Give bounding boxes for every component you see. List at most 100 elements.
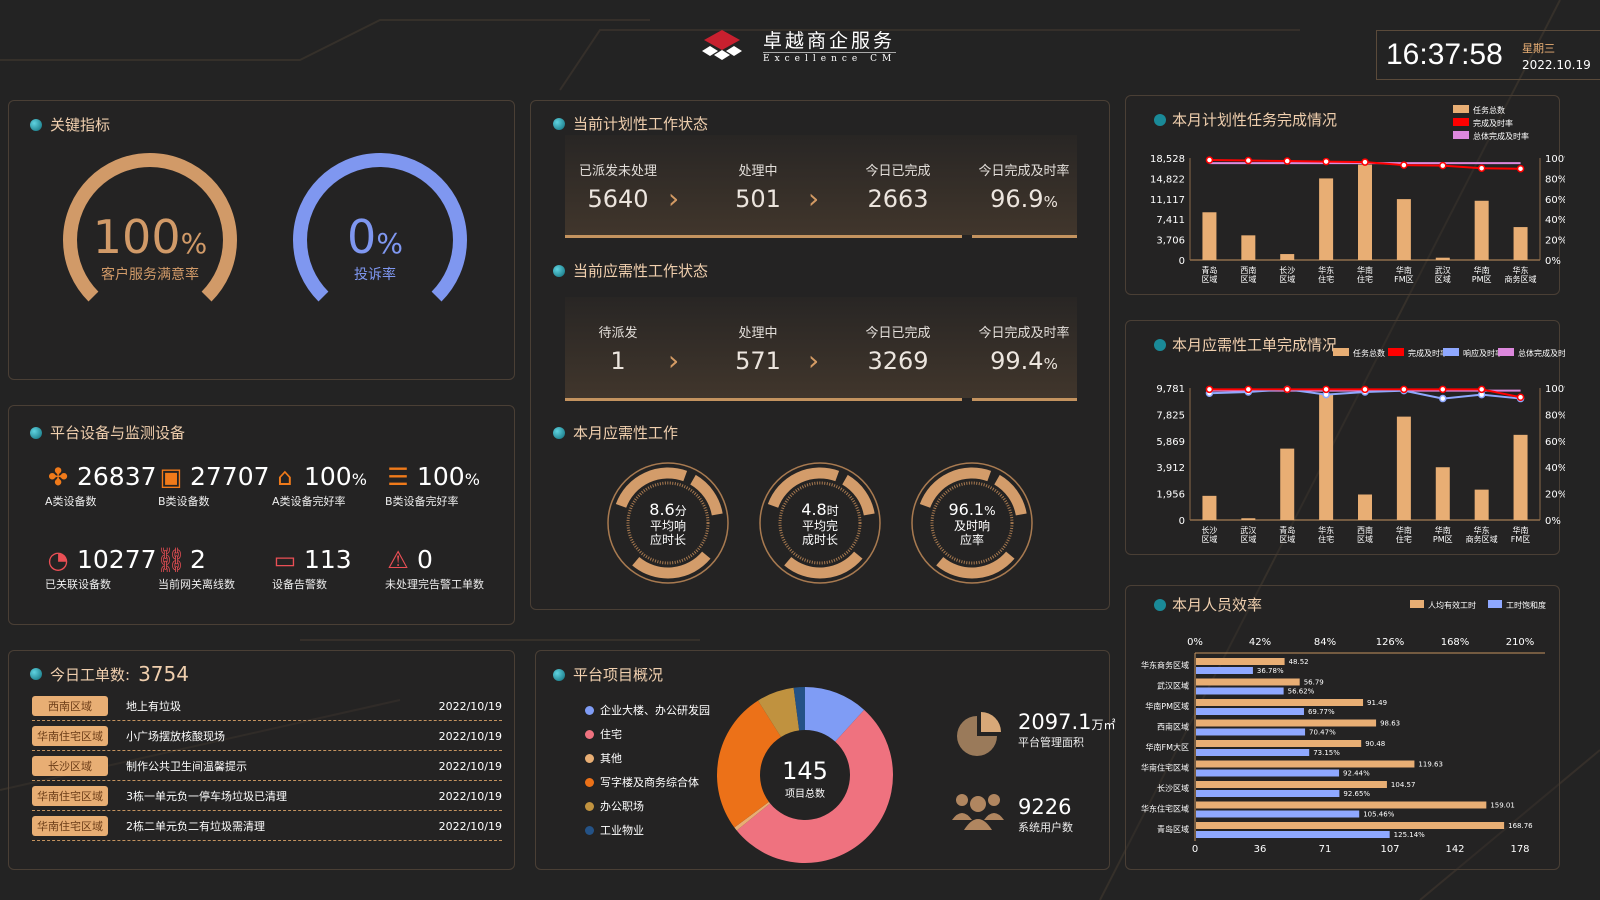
line-point[interactable] (1477, 385, 1486, 394)
bar[interactable] (1358, 164, 1372, 260)
bar[interactable] (1196, 740, 1362, 747)
legend-item[interactable]: 写字楼及商务综合体 (585, 774, 710, 790)
work-order-row[interactable]: 西南区域 地上有垃圾 2022/10/19 (32, 692, 502, 721)
bar[interactable] (1358, 494, 1372, 520)
legend-dot (585, 729, 594, 739)
bar[interactable] (1196, 801, 1487, 809)
bar[interactable] (1474, 489, 1489, 520)
line-point[interactable] (1439, 161, 1447, 170)
donut-slice[interactable] (758, 687, 800, 737)
bar[interactable] (1196, 769, 1340, 777)
bar[interactable] (1196, 790, 1340, 797)
bar[interactable] (1202, 212, 1217, 260)
broken-link-icon: ⛓ (155, 545, 187, 574)
x-tick-label: 华南 PM区 (1472, 265, 1492, 284)
line-point[interactable] (1400, 385, 1408, 394)
bottom-tick-label: 142 (1445, 844, 1464, 855)
line-point[interactable] (1516, 393, 1525, 401)
devices-title: 平台设备与监测设备 (30, 422, 185, 443)
donut-slice[interactable] (717, 700, 781, 828)
line-point[interactable] (1244, 156, 1253, 165)
bar[interactable] (1196, 749, 1310, 756)
chevron-right-icon: › (668, 182, 679, 215)
bar[interactable] (1196, 687, 1284, 695)
bar[interactable] (1319, 178, 1334, 260)
donut-slice[interactable] (805, 687, 865, 742)
bar[interactable] (1196, 728, 1306, 736)
bar[interactable] (1396, 199, 1411, 260)
x-tick-label: 西南区域 (1357, 525, 1373, 544)
line-point[interactable] (1439, 394, 1447, 403)
bar[interactable] (1319, 394, 1334, 520)
line-point[interactable] (1477, 164, 1486, 172)
legend-item[interactable]: 企业大楼、办公研发园 (585, 702, 710, 718)
bar[interactable] (1196, 781, 1387, 788)
bar[interactable] (1513, 227, 1528, 260)
x-tick-label: 武汉区域 (1240, 525, 1256, 544)
line-point[interactable] (1283, 385, 1291, 394)
y-tick-label: 14,822 (1150, 174, 1185, 185)
x-tick-label: 武汉区域 (1435, 265, 1451, 284)
bar[interactable] (1196, 831, 1390, 838)
bar[interactable] (1196, 658, 1285, 665)
ring-gauge (607, 462, 729, 584)
legend-item[interactable]: 住宅 (585, 726, 710, 742)
bar[interactable] (1202, 495, 1217, 520)
line-point[interactable] (1361, 385, 1369, 394)
line-point[interactable] (1205, 385, 1214, 394)
work-order-row[interactable]: 华南住宅区域 2栋二单元负二有垃圾需清理 2022/10/19 (32, 812, 502, 841)
device-stat: ⚠ 0 未处理完告警工单数 (385, 545, 484, 591)
bar-value-label: 125.14% (1394, 831, 1425, 839)
line-point[interactable] (1361, 158, 1369, 166)
bar[interactable] (1196, 810, 1360, 818)
bar[interactable] (1196, 667, 1253, 674)
region-tag: 华南住宅区域 (32, 726, 108, 746)
bar[interactable] (1474, 200, 1489, 260)
bar-value-label: 48.52 (1289, 658, 1309, 666)
gauge-track (293, 153, 467, 302)
donut-slice[interactable] (793, 687, 805, 731)
line-point[interactable] (1244, 385, 1253, 394)
line-point[interactable] (1322, 157, 1330, 166)
bar[interactable] (1435, 257, 1450, 260)
legend-label: 人均有效工时 (1428, 600, 1476, 610)
top-tick-label: 210% (1506, 637, 1535, 648)
line-point[interactable] (1516, 164, 1525, 173)
bar[interactable] (1196, 699, 1364, 706)
line-point[interactable] (1400, 161, 1408, 169)
bar-value-label: 70.47% (1309, 729, 1336, 737)
legend-item[interactable]: 工业物业 (585, 822, 710, 838)
bar[interactable] (1241, 518, 1256, 520)
key-metrics-title: 关键指标 (30, 114, 110, 135)
bar[interactable] (1435, 467, 1450, 520)
bar[interactable] (1196, 822, 1505, 829)
legend-item[interactable]: 办公职场 (585, 798, 710, 814)
y2-tick-label: 80% (1545, 410, 1565, 421)
globe-icon (553, 668, 565, 681)
bar[interactable] (1280, 448, 1295, 520)
y-tick-label: 18,528 (1150, 154, 1185, 165)
donut-slice[interactable] (736, 709, 893, 863)
bar[interactable] (1280, 254, 1295, 260)
work-order-row[interactable]: 华南住宅区域 小广场摆放核酸现场 2022/10/19 (32, 722, 502, 751)
work-order-row[interactable]: 长沙区域 制作公共卫生间温馨提示 2022/10/19 (32, 752, 502, 781)
line-point[interactable] (1322, 385, 1330, 394)
bar[interactable] (1196, 678, 1300, 686)
legend-dot (585, 777, 594, 787)
x-tick-label: 华东住宅 (1318, 525, 1334, 544)
line-point[interactable] (1439, 385, 1447, 394)
bar[interactable] (1513, 434, 1528, 520)
line-point[interactable] (1283, 157, 1291, 165)
line-point[interactable] (1205, 156, 1214, 164)
bar[interactable] (1396, 416, 1411, 520)
region-tag: 西南区域 (32, 696, 108, 716)
bottom-tick-label: 71 (1319, 844, 1332, 855)
legend-item[interactable]: 其他 (585, 750, 710, 766)
bar[interactable] (1241, 235, 1256, 260)
category-label: 武汉区域 (1157, 681, 1189, 691)
work-order-row[interactable]: 华南住宅区域 3栋一单元负一停车场垃圾已清理 2022/10/19 (32, 782, 502, 811)
bar[interactable] (1196, 719, 1377, 727)
bar[interactable] (1196, 760, 1415, 768)
donut-slice[interactable] (734, 801, 771, 831)
bar[interactable] (1196, 708, 1304, 715)
